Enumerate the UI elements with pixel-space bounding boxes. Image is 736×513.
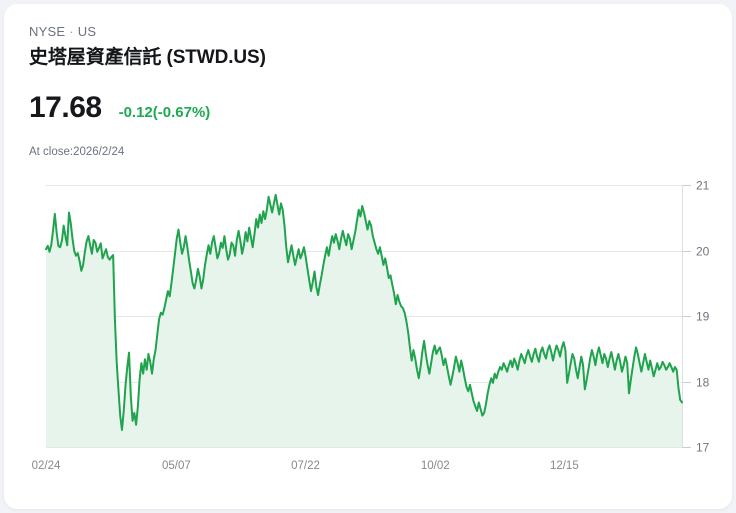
x-tick-label: 12/15 [550, 460, 579, 472]
price-row: 17.68 -0.12(-0.67%) [29, 90, 210, 126]
price-area-fill [46, 194, 682, 447]
region-label: US [77, 24, 97, 39]
y-tick-label: 18 [696, 376, 710, 390]
price-chart-svg[interactable]: 21 20 19 18 17 02/24 05/07 07/22 10/02 12/15 [4, 164, 732, 484]
y-axis-labels: 21 20 19 18 17 [696, 179, 710, 455]
x-axis-labels: 02/24 05/07 07/22 10/02 12/15 [32, 460, 579, 472]
stock-quote-card: NYSE · US 史塔屋資產信託 (STWD.US) 17.68 -0.12(-0… [4, 4, 732, 509]
price-chart[interactable]: 21 20 19 18 17 02/24 05/07 07/22 10/02 12/15 [4, 164, 732, 484]
x-tick-label: 05/07 [162, 460, 191, 472]
y-tick-label: 19 [696, 310, 710, 324]
exchange-separator: · [69, 24, 74, 39]
page-title: 史塔屋資產信託 (STWD.US) [29, 47, 266, 68]
y-tick-marks [682, 185, 691, 448]
x-tick-label: 02/24 [32, 460, 61, 472]
price-change: -0.12(-0.67%) [118, 104, 211, 121]
y-tick-label: 17 [696, 441, 710, 455]
y-tick-label: 20 [696, 245, 710, 259]
card-header: NYSE · US 史塔屋資產信託 (STWD.US) [29, 24, 712, 70]
price-line [45, 193, 683, 431]
y-tick-label: 21 [696, 179, 710, 193]
exchange-label: NYSE [29, 24, 66, 39]
price-value: 17.68 [29, 91, 102, 124]
exchange-region-line: NYSE · US [29, 24, 712, 40]
market-status-note: At close:2026/2/24 [29, 146, 125, 158]
x-tick-label: 07/22 [291, 460, 320, 472]
x-tick-label: 10/02 [421, 460, 450, 472]
